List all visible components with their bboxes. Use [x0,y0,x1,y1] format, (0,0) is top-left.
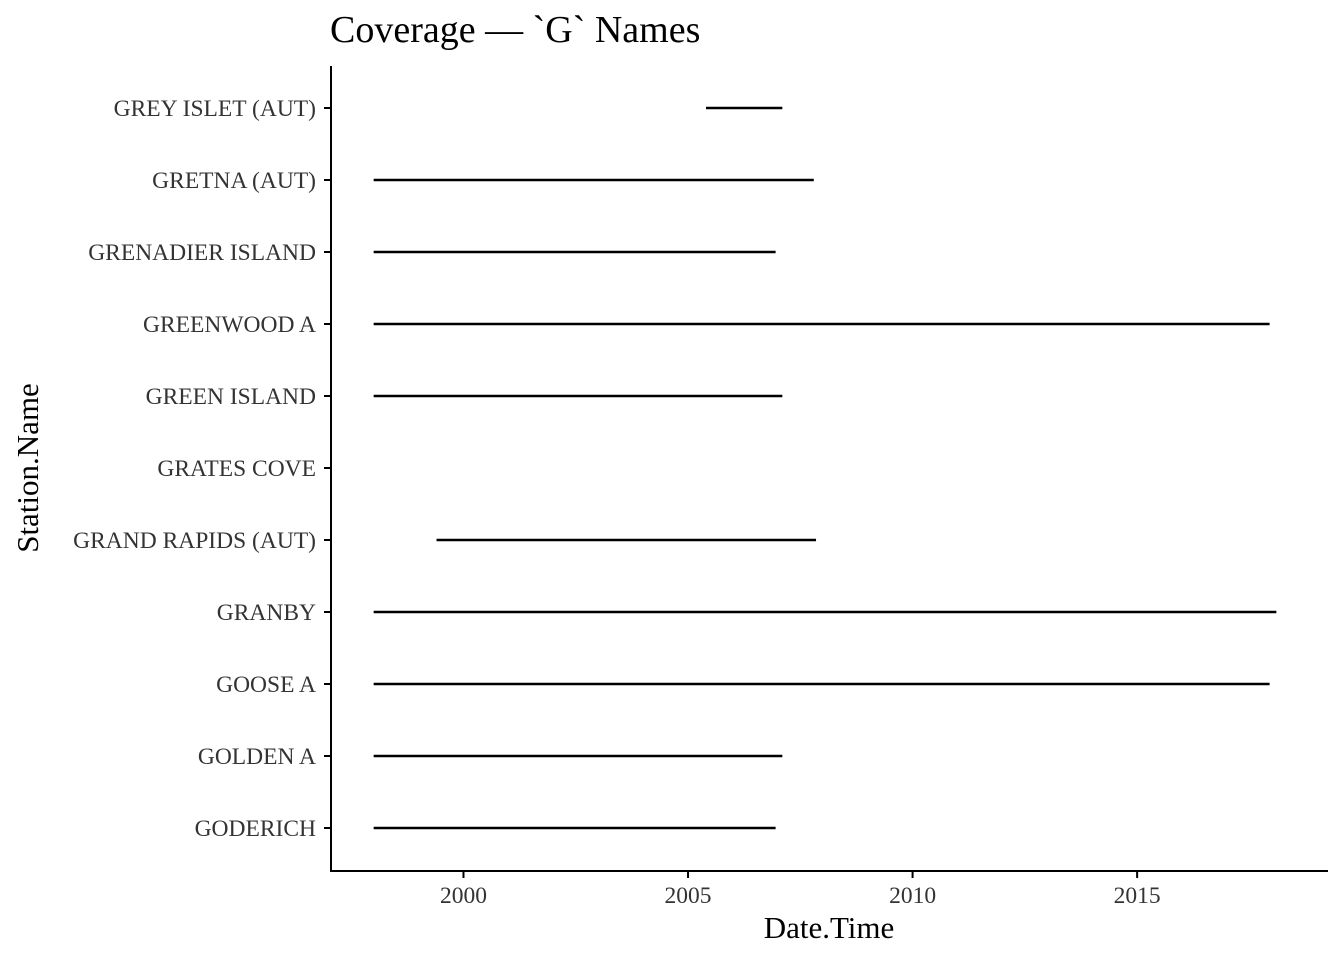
x-tick-label: 2010 [889,883,936,909]
y-tick-label: GRAND RAPIDS (AUT) [73,528,316,554]
y-tick-label: GREEN ISLAND [146,384,316,410]
y-tick-label: GREENWOOD A [143,312,316,338]
x-axis-ticks: 2000 2005 2010 2015 [440,871,1161,909]
y-tick-label: GRANBY [217,600,316,626]
x-tick-label: 2000 [440,883,487,909]
coverage-segments [373,106,1277,830]
y-axis-ticks: GODERICH GOLDEN A GOOSE A GRANBY GRAND RAPID… [73,96,331,842]
y-tick-label: GRETNA (AUT) [152,168,316,194]
y-tick-label: GRENADIER ISLAND [88,240,316,266]
x-tick-label: 2005 [665,883,712,909]
x-tick-label: 2015 [1114,883,1161,909]
chart-title: Coverage — `G` Names [330,9,700,51]
y-tick-label: GOLDEN A [198,744,316,770]
y-tick-label: GODERICH [195,816,316,842]
x-axis-title: Date.Time [764,910,895,945]
y-tick-label: GRATES COVE [157,456,316,482]
y-tick-label: GOOSE A [216,672,316,698]
y-tick-label: GREY ISLET (AUT) [114,96,316,122]
y-axis-title: Station.Name [10,383,45,553]
